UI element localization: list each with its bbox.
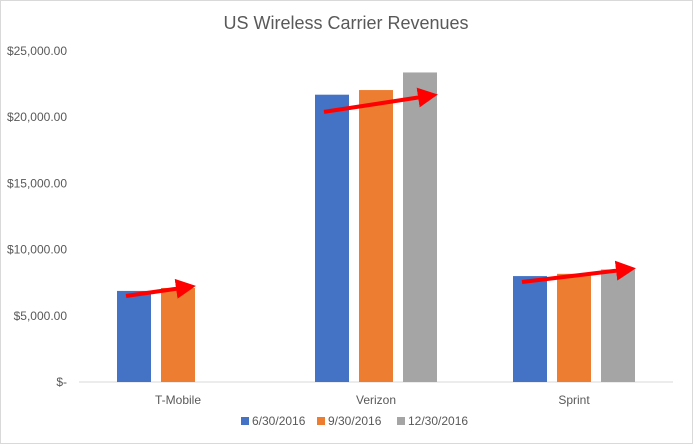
legend-swatch — [397, 417, 405, 425]
y-axis: $- $5,000.00 $10,000.00 $15,000.00 $20,000.0… — [7, 44, 67, 389]
trend-arrow — [323, 87, 438, 114]
x-axis: T-Mobile Verizon Sprint — [79, 381, 673, 407]
legend-swatch — [241, 417, 249, 425]
trend-arrow — [125, 278, 196, 299]
y-tick-label: $15,000.00 — [7, 176, 67, 190]
bar — [315, 94, 349, 382]
trend-arrows — [125, 87, 636, 299]
bar — [513, 276, 547, 382]
legend-label: 12/30/2016 — [408, 414, 468, 428]
y-tick-label: $20,000.00 — [7, 110, 67, 124]
trend-arrow — [521, 260, 636, 285]
bar — [601, 269, 635, 382]
chart-title: US Wireless Carrier Revenues — [223, 13, 468, 33]
bars — [117, 72, 635, 383]
legend-label: 6/30/2016 — [252, 414, 306, 428]
x-tick-label: Verizon — [356, 393, 396, 407]
y-tick-label: $25,000.00 — [7, 44, 67, 58]
legend-swatch — [317, 417, 325, 425]
bar — [161, 287, 195, 382]
legend-label: 9/30/2016 — [328, 414, 382, 428]
y-tick-label: $10,000.00 — [7, 243, 67, 257]
bar — [557, 273, 591, 382]
y-tick-label: $5,000.00 — [14, 309, 68, 323]
y-tick-label: $- — [56, 375, 67, 389]
bar — [359, 90, 393, 383]
bar — [117, 290, 151, 382]
legend: 6/30/2016 9/30/2016 12/30/2016 — [241, 414, 468, 428]
x-tick-label: Sprint — [558, 393, 590, 407]
x-tick-label: T-Mobile — [155, 393, 201, 407]
bar — [403, 72, 437, 383]
